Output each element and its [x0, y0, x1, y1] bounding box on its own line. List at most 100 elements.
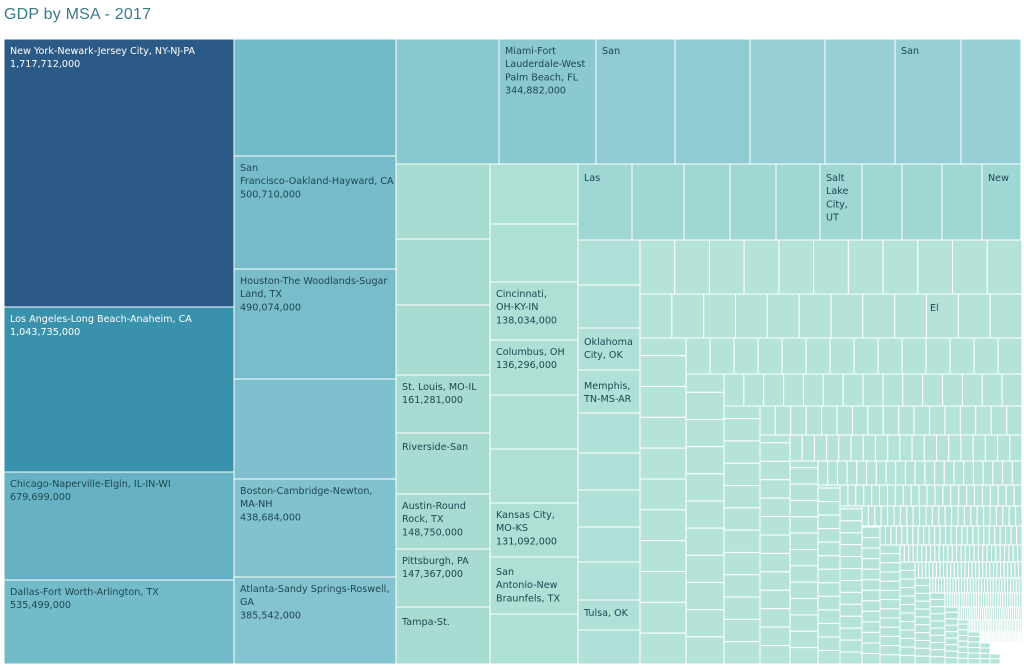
treemap-tile[interactable] — [805, 405, 823, 436]
treemap-tile[interactable] — [817, 555, 841, 570]
treemap-tile[interactable] — [395, 304, 491, 376]
treemap-tile[interactable] — [982, 544, 988, 563]
treemap-tile[interactable] — [964, 561, 970, 579]
treemap-tile[interactable] — [395, 38, 500, 165]
treemap-tile[interactable] — [395, 606, 491, 665]
treemap-tile[interactable] — [861, 579, 881, 591]
treemap-tile[interactable] — [943, 544, 949, 563]
treemap-tile[interactable] — [929, 613, 946, 622]
treemap-tile[interactable] — [989, 484, 999, 507]
treemap-tile[interactable] — [957, 657, 969, 665]
treemap-tile[interactable] — [639, 447, 687, 480]
treemap-tile[interactable] — [817, 514, 841, 530]
treemap-tile[interactable] — [879, 553, 901, 564]
treemap-tile[interactable] — [759, 589, 791, 610]
treemap-tile[interactable] — [723, 641, 761, 665]
treemap-tile[interactable] — [759, 552, 791, 573]
treemap-tile[interactable] — [929, 627, 946, 636]
treemap-tile[interactable] — [879, 525, 886, 546]
treemap-tile[interactable] — [839, 591, 863, 605]
treemap-tile[interactable] — [914, 561, 920, 579]
treemap-tile[interactable] — [882, 373, 904, 407]
treemap-tile[interactable] — [1006, 405, 1023, 436]
treemap-tile[interactable] — [790, 405, 807, 436]
treemap-tile[interactable] — [1009, 434, 1023, 462]
treemap-tile[interactable] — [999, 544, 1006, 563]
treemap-tile[interactable] — [839, 556, 863, 570]
treemap-tile[interactable] — [963, 505, 972, 527]
treemap-tile[interactable] — [789, 467, 819, 485]
treemap-tile[interactable] — [995, 505, 1004, 527]
treemap-tile[interactable] — [861, 589, 881, 602]
treemap-tile[interactable] — [759, 405, 776, 436]
treemap-tile[interactable] — [1013, 484, 1023, 507]
treemap-tile[interactable] — [735, 293, 768, 339]
treemap-tile[interactable] — [914, 600, 931, 610]
treemap-tile[interactable] — [944, 650, 959, 659]
treemap-tile[interactable] — [925, 561, 930, 579]
treemap-tile[interactable] — [789, 434, 803, 462]
treemap-tile[interactable] — [974, 484, 983, 507]
treemap-tile[interactable] — [817, 528, 841, 543]
treemap-tile[interactable] — [817, 649, 841, 665]
treemap-tile[interactable] — [743, 373, 765, 407]
treemap-tile[interactable] — [929, 405, 946, 436]
treemap-tile[interactable] — [789, 532, 819, 551]
treemap-tile[interactable] — [759, 460, 791, 481]
treemap-tile[interactable] — [944, 657, 959, 665]
treemap-tile[interactable] — [970, 505, 978, 527]
treemap-tile[interactable] — [817, 582, 841, 597]
treemap-tile[interactable] — [822, 373, 844, 407]
treemap-tile[interactable] — [966, 525, 974, 546]
treemap-tile[interactable] — [901, 163, 943, 241]
treemap-tile[interactable] — [861, 505, 869, 527]
treemap-tile[interactable] — [979, 658, 991, 665]
treemap-tile[interactable] — [990, 405, 1008, 436]
treemap-tile[interactable] — [703, 293, 737, 339]
treemap-tile[interactable] — [723, 485, 761, 509]
treemap-tile[interactable] — [577, 239, 641, 286]
treemap-tile[interactable] — [957, 646, 969, 654]
treemap-tile[interactable] — [861, 568, 881, 581]
treemap-tile[interactable] — [723, 462, 761, 487]
treemap-tile[interactable] — [929, 634, 946, 643]
treemap-tile[interactable] — [914, 639, 931, 649]
treemap-tile[interactable] — [914, 655, 931, 665]
treemap-tile[interactable] — [813, 239, 849, 295]
treemap-tile[interactable] — [899, 561, 916, 571]
treemap-tile[interactable] — [902, 373, 924, 407]
treemap-tile[interactable] — [918, 484, 928, 507]
treemap-tile[interactable] — [947, 544, 953, 563]
treemap-tile[interactable] — [862, 434, 876, 462]
treemap-tile[interactable] — [910, 484, 920, 507]
treemap-tile[interactable] — [957, 293, 991, 339]
treemap-tile[interactable] — [961, 373, 983, 407]
treemap-tile[interactable] — [639, 293, 673, 339]
treemap-tile[interactable] — [631, 163, 685, 241]
treemap-tile[interactable] — [967, 641, 981, 648]
treemap-tile[interactable] — [977, 525, 985, 546]
treemap-tile[interactable] — [871, 484, 881, 507]
treemap-tile[interactable] — [960, 38, 1022, 165]
treemap-tile[interactable] — [964, 544, 971, 563]
treemap-tile[interactable] — [853, 337, 879, 375]
treemap-tile[interactable] — [901, 525, 908, 546]
treemap-tile[interactable] — [994, 525, 1001, 546]
treemap-tile[interactable] — [395, 163, 491, 240]
treemap-tile[interactable] — [577, 412, 641, 454]
treemap-tile[interactable] — [789, 614, 819, 632]
treemap-tile[interactable] — [639, 601, 687, 634]
treemap-tile[interactable] — [817, 636, 841, 651]
treemap-tile[interactable] — [789, 483, 819, 501]
treemap-tile[interactable] — [867, 505, 876, 527]
treemap-tile[interactable] — [914, 608, 931, 618]
treemap-tile[interactable] — [967, 647, 981, 654]
treemap-tile[interactable] — [986, 544, 993, 563]
treemap-tile[interactable] — [1015, 505, 1023, 527]
treemap-tile[interactable] — [975, 561, 980, 579]
treemap-tile[interactable] — [789, 630, 819, 649]
treemap-tile[interactable] — [957, 561, 962, 579]
treemap-tile[interactable] — [929, 656, 946, 665]
treemap-tile[interactable] — [895, 525, 903, 546]
treemap-tile[interactable] — [839, 615, 863, 629]
